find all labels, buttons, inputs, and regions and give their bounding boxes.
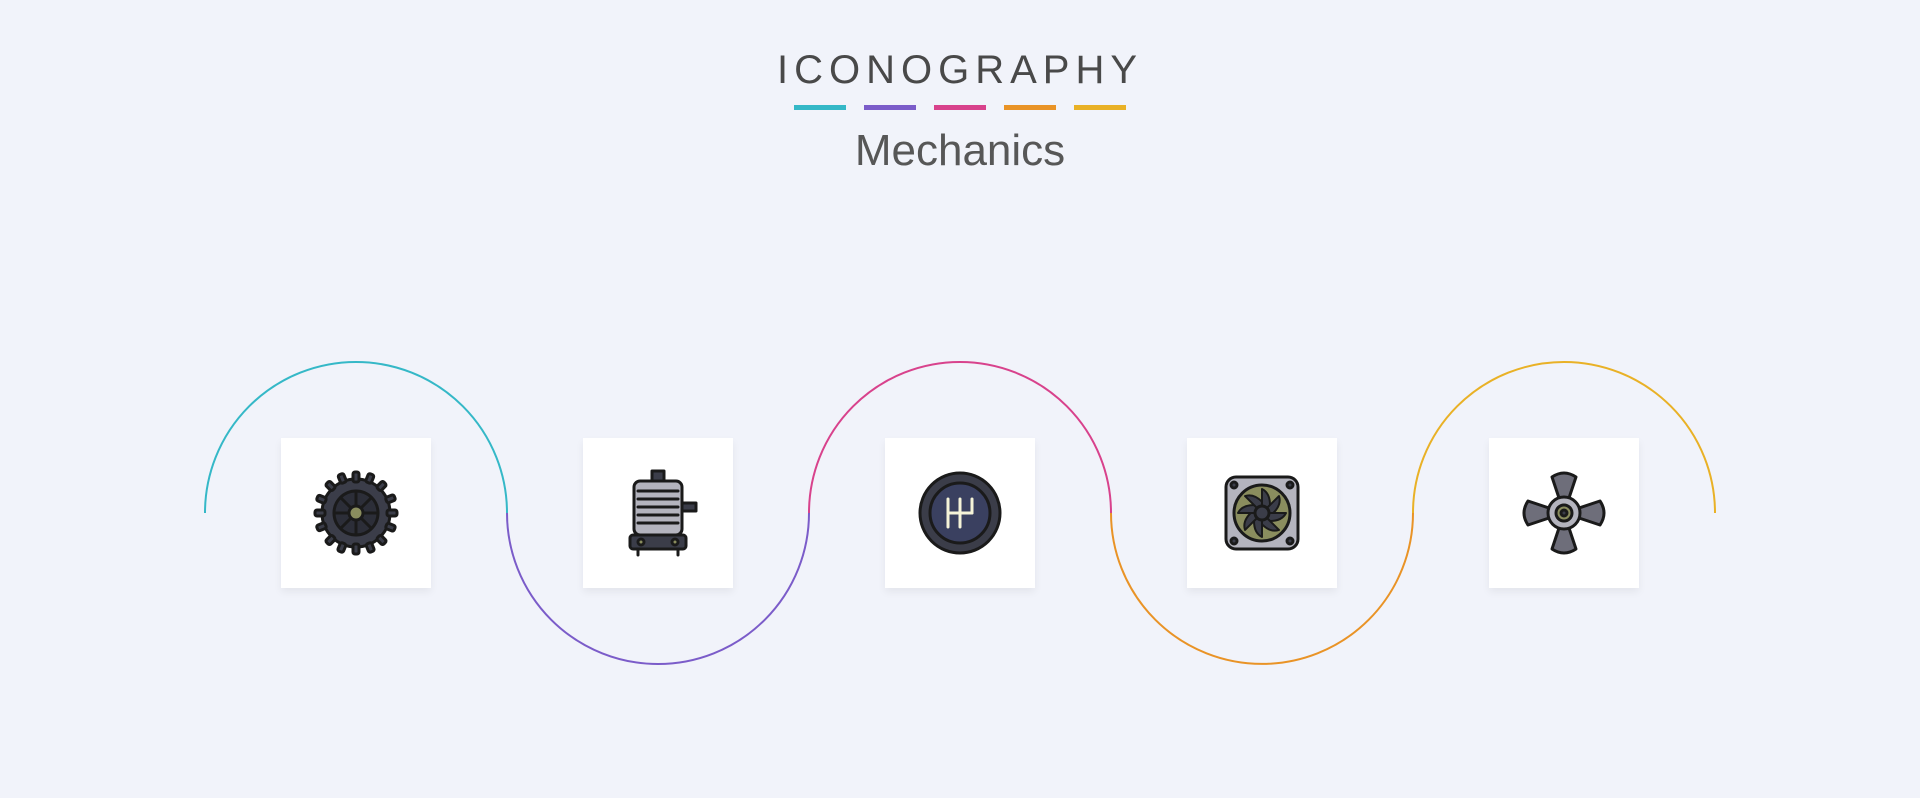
color-bar bbox=[0, 105, 1920, 110]
header: ICONOGRAPHY Mechanics bbox=[0, 0, 1920, 176]
color-seg-4 bbox=[1004, 105, 1056, 110]
cooling-fan-icon bbox=[1212, 463, 1312, 563]
motor-icon bbox=[608, 463, 708, 563]
color-seg-1 bbox=[794, 105, 846, 110]
gearshift-icon bbox=[910, 463, 1010, 563]
propeller-icon bbox=[1514, 463, 1614, 563]
icon-card-gearshift bbox=[885, 438, 1035, 588]
icon-card-cooling-fan bbox=[1187, 438, 1337, 588]
icon-row bbox=[0, 438, 1920, 588]
gear-wheel-icon bbox=[306, 463, 406, 563]
icon-card-propeller bbox=[1489, 438, 1639, 588]
logo-title: ICONOGRAPHY bbox=[0, 48, 1920, 93]
color-seg-3 bbox=[934, 105, 986, 110]
subtitle: Mechanics bbox=[0, 126, 1920, 176]
icon-card-motor bbox=[583, 438, 733, 588]
color-seg-5 bbox=[1074, 105, 1126, 110]
color-seg-2 bbox=[864, 105, 916, 110]
icon-card-gear-wheel bbox=[281, 438, 431, 588]
